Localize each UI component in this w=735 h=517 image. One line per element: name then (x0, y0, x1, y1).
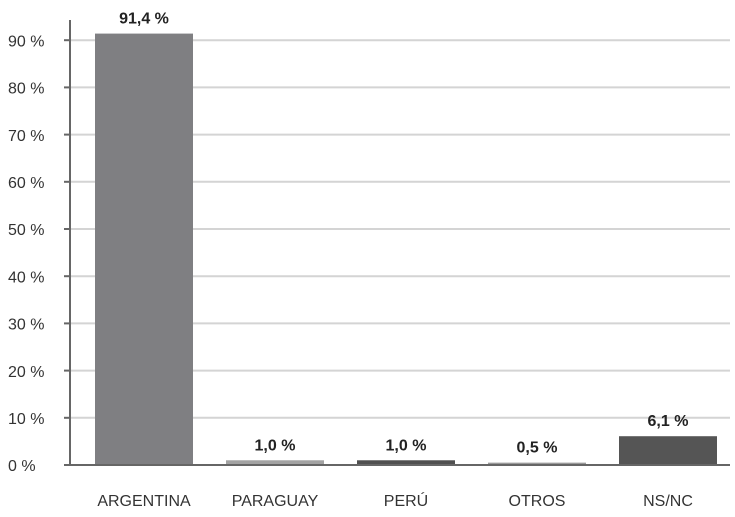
y-tick-label: 50 % (8, 222, 44, 239)
y-tick-label: 10 % (8, 411, 44, 428)
category-label: NS/NC (643, 493, 693, 510)
bar-ns-nc (619, 436, 717, 465)
y-tick-label: 60 % (8, 175, 44, 192)
category-label: ARGENTINA (97, 493, 191, 510)
y-tick-label: 0 % (8, 458, 36, 475)
y-tick-label: 90 % (8, 33, 44, 50)
bar-argentina (95, 33, 193, 465)
category-label: PERÚ (384, 491, 428, 510)
x-axis-category-labels: ARGENTINA PARAGUAY PERÚ OTROS NS/NC (97, 491, 693, 510)
y-tick-label: 30 % (8, 317, 44, 334)
data-label: 0,5 % (517, 440, 558, 457)
category-label: OTROS (509, 493, 566, 510)
y-tick-label: 40 % (8, 269, 44, 286)
category-label: PARAGUAY (232, 493, 319, 510)
data-labels: 91,4 % 1,0 % 1,0 % 0,5 % 6,1 % (119, 11, 688, 457)
y-axis-tick-labels: 0 % 10 % 20 % 30 % 40 % 50 % 60 % 70 % 80 % 90 % (8, 33, 70, 475)
data-label: 1,0 % (386, 437, 427, 454)
y-tick-label: 70 % (8, 128, 44, 145)
bar-paraguay (226, 460, 324, 465)
y-tick-label: 80 % (8, 81, 44, 98)
data-label: 6,1 % (648, 413, 689, 430)
bars (95, 33, 717, 465)
data-label: 1,0 % (255, 437, 296, 454)
y-tick-label: 20 % (8, 364, 44, 381)
bar-per- (357, 460, 455, 465)
data-label: 91,4 % (119, 11, 169, 28)
bar-otros (488, 462, 586, 465)
